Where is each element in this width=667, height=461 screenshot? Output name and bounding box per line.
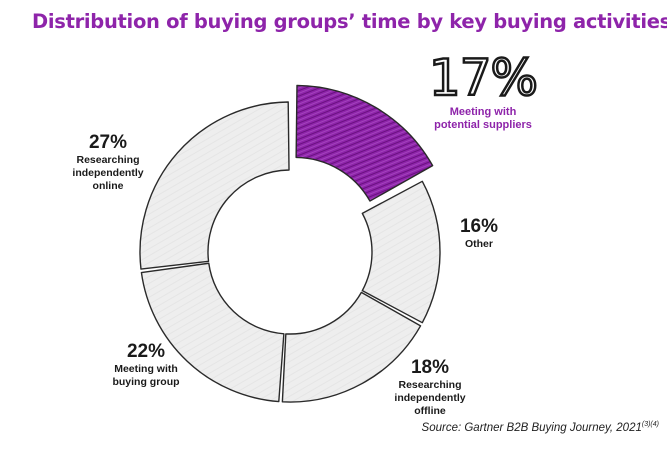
slice-meeting-group <box>140 262 285 403</box>
label-other: 16% Other <box>455 216 503 251</box>
percent-research-offline: 18% <box>410 357 450 378</box>
slice-other <box>361 180 441 324</box>
category-research-offline: Researching independently offline <box>394 379 466 417</box>
chart-title: Distribution of buying groups’ time by k… <box>32 10 667 33</box>
category-research-online: Researching independently online <box>72 154 144 192</box>
slice-meeting-suppliers <box>295 84 434 202</box>
category-meeting-suppliers: Meeting with potential suppliers <box>434 106 532 131</box>
slice-research-offline <box>281 291 422 403</box>
label-research-offline: 18% Researching independently offline <box>380 357 480 418</box>
slice-research-online <box>139 101 290 270</box>
percent-meeting-group: 22% <box>126 341 166 362</box>
source-footnote: (3)(4) <box>641 421 659 428</box>
category-meeting-group: Meeting with buying group <box>112 363 180 388</box>
percent-research-online: 27% <box>88 132 128 153</box>
label-meeting-group: 22% Meeting with buying group <box>96 341 196 389</box>
source-text: Source: Gartner B2B Buying Journey, 2021 <box>421 421 642 434</box>
label-meeting-suppliers: 17% Meeting with potential suppliers <box>418 49 548 132</box>
percent-meeting-suppliers: 17% <box>428 49 540 107</box>
category-other: Other <box>464 238 493 250</box>
percent-other: 16% <box>459 216 499 237</box>
source-note: Source: Gartner B2B Buying Journey, 2021… <box>422 421 659 434</box>
label-research-online: 27% Researching independently online <box>56 132 160 193</box>
